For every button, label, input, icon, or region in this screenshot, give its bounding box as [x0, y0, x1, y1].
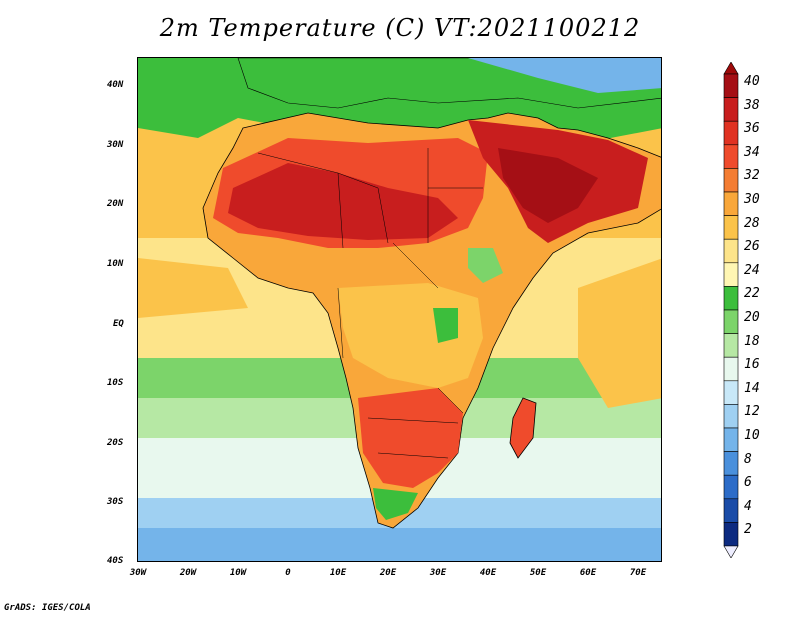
ocean-indian-warm	[578, 258, 661, 408]
colorbar-top-arrow	[723, 62, 739, 75]
colorbar-segment	[723, 168, 739, 193]
colorbar-tick-label: 20	[744, 310, 760, 325]
land-eastafrica-green	[433, 308, 458, 343]
lat-label: 10S	[107, 378, 124, 388]
lat-label: 20N	[107, 199, 124, 209]
lon-label: 10W	[229, 568, 247, 578]
land-madagascar	[509, 397, 537, 459]
colorbar-segment	[723, 498, 739, 523]
colorbar-segment	[723, 286, 739, 311]
colorbar-segment	[723, 215, 739, 240]
colorbar-segment	[723, 191, 739, 216]
lon-label: 60E	[579, 568, 597, 578]
colorbar-segment	[723, 451, 739, 476]
land-ethiopia-green	[468, 248, 503, 283]
lat-label: 30S	[107, 497, 124, 507]
colorbar-segment	[723, 120, 739, 146]
grads-credit: GrADS: IGES/COLA	[4, 603, 91, 613]
colorbar-tick-label: 36	[744, 121, 760, 137]
lon-label: 20W	[179, 568, 197, 578]
colorbar-bottom-arrow	[723, 545, 739, 558]
colorbar-tick-label: 26	[744, 239, 760, 255]
lon-label: 10E	[329, 568, 347, 578]
colorbar-segment	[723, 309, 739, 334]
lon-label: 50E	[529, 568, 547, 578]
lat-label: 10N	[107, 259, 124, 269]
lon-label: 30W	[129, 568, 147, 578]
colorbar-tick-label: 34	[744, 144, 760, 160]
colorbar-segment	[723, 144, 739, 169]
lon-label: 0	[285, 568, 291, 578]
colorbar-segment	[723, 474, 739, 500]
colorbar-tick-label: 14	[744, 380, 760, 396]
land-southern-africa	[358, 388, 463, 488]
ocean-west-atlantic-warm	[138, 258, 248, 318]
colorbar-segment	[723, 404, 739, 429]
colorbar-tick-label: 38	[744, 97, 760, 113]
colorbar-tick-label: 28	[744, 215, 760, 231]
colorbar-segment	[723, 333, 739, 358]
colorbar-segment	[723, 262, 739, 287]
colorbar-tick-label: 40	[744, 74, 760, 89]
colorbar-segment	[723, 380, 739, 405]
lon-label: 20E	[379, 568, 397, 578]
colorbar-segment	[723, 73, 739, 98]
colorbar-tick-label: 30	[744, 192, 760, 207]
land-sahara-very-hot	[228, 163, 458, 240]
colorbar-tick-label: 16	[744, 357, 760, 373]
land-arabia-very-hot	[498, 148, 598, 223]
colorbar-tick-label: 8	[744, 451, 752, 467]
map-title: 2m Temperature (C) VT:2021100212	[159, 14, 641, 42]
colorbar-tick-label: 32	[744, 168, 760, 184]
colorbar-tick-label: 10	[744, 428, 760, 443]
land-southern-green	[373, 488, 418, 520]
colorbar	[723, 62, 739, 558]
colorbar-tick-label: 2	[744, 522, 752, 538]
lon-label: 70E	[629, 568, 647, 578]
colorbar-segment	[723, 522, 739, 547]
colorbar-tick-label: 24	[744, 262, 760, 278]
lat-label: 40S	[107, 556, 124, 566]
colorbar-segment	[723, 97, 739, 122]
colorbar-tick-label: 4	[744, 498, 752, 514]
lon-label: 40E	[479, 568, 497, 578]
colorbar-tick-label: 22	[744, 286, 760, 302]
lat-label: 20S	[107, 438, 124, 448]
colorbar-tick-label: 18	[744, 333, 760, 349]
colorbar-segment	[723, 238, 739, 264]
colorbar-segment	[723, 356, 739, 382]
lat-label: 40N	[107, 80, 124, 90]
colorbar-tick-label: 6	[744, 475, 752, 491]
land-europe-cold	[468, 58, 661, 93]
colorbar-segment	[723, 427, 739, 452]
colorbar-tick-label: 12	[744, 404, 760, 420]
temperature-map[interactable]	[137, 57, 662, 562]
lon-label: 30E	[429, 568, 447, 578]
lat-label: EQ	[113, 319, 124, 329]
ocean-band-south-colder	[138, 528, 661, 561]
country-borders	[257, 148, 483, 459]
lat-label: 30N	[107, 140, 124, 150]
